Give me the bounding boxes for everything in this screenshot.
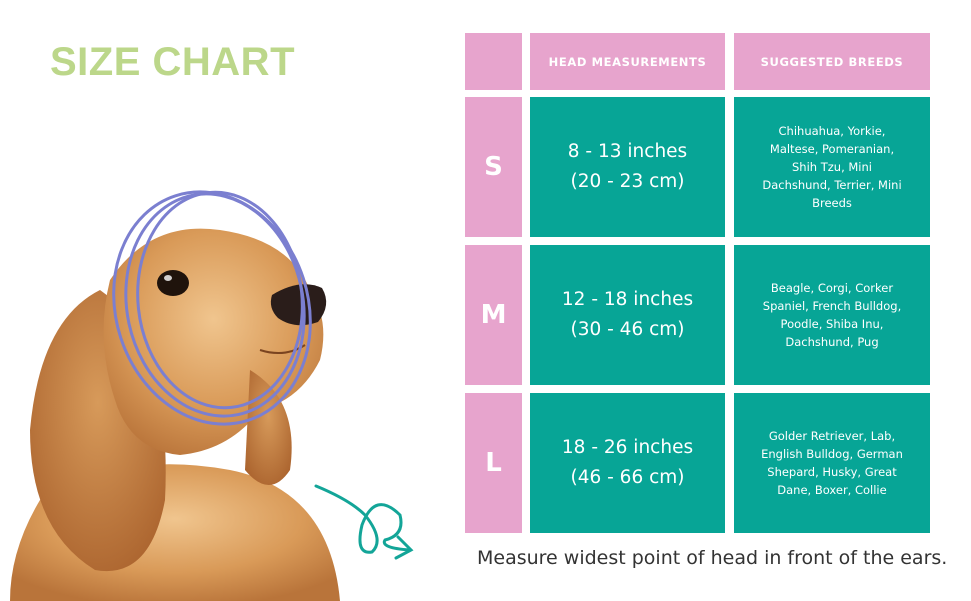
dog-eye <box>157 270 189 296</box>
measurement-inches: 18 - 26 inches <box>561 437 694 458</box>
breeds-cell: Beagle, Corgi, Corker Spaniel, French Bu… <box>734 245 930 385</box>
measurement-inches: 8 - 13 inches <box>567 141 688 162</box>
measurement-instructions: Measure widest point of head in front of… <box>477 547 948 569</box>
dog-illustration <box>10 190 414 601</box>
measurement-cm: (20 - 23 cm) <box>570 171 685 192</box>
measure-scribble <box>112 190 312 426</box>
head-measurement-cell: 8 - 13 inches (20 - 23 cm) <box>530 97 725 237</box>
dog-head <box>103 228 324 455</box>
dog-nose <box>270 284 327 326</box>
header-suggested-breeds: SUGGESTED BREEDS <box>734 33 930 90</box>
breeds-cell: Golder Retriever, Lab, English Bulldog, … <box>734 393 930 533</box>
head-measurement-cell: 12 - 18 inches (30 - 46 cm) <box>530 245 725 385</box>
curly-arrow-icon <box>314 484 414 560</box>
header-head-measurements: HEAD MEASUREMENTS <box>530 33 725 90</box>
measurement-inches: 12 - 18 inches <box>561 289 694 310</box>
header-corner <box>465 33 522 90</box>
breeds-cell: Chihuahua, Yorkie, Maltese, Pomeranian, … <box>734 97 930 237</box>
page-title: SIZE CHART <box>50 40 295 84</box>
size-label: M <box>465 245 522 385</box>
measurement-cm: (30 - 46 cm) <box>570 319 685 340</box>
measurement-cm: (46 - 66 cm) <box>570 467 685 488</box>
head-measurement-cell: 18 - 26 inches (46 - 66 cm) <box>530 393 725 533</box>
size-label: L <box>465 393 522 533</box>
size-label: S <box>465 97 522 237</box>
